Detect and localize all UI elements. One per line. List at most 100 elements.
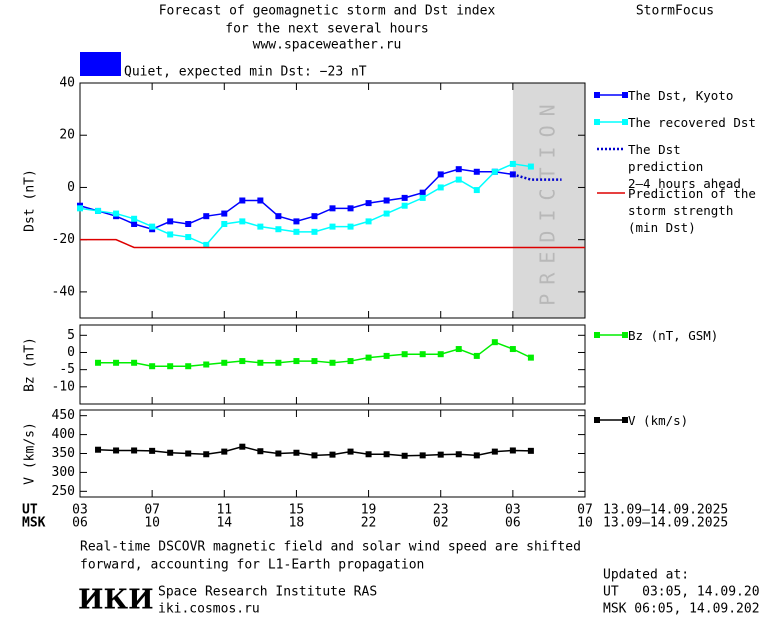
legend-marker (622, 332, 628, 338)
data-point (365, 218, 372, 225)
data-point (491, 339, 498, 346)
url: iki.cosmos.ru (158, 602, 260, 617)
x-tick-label: 07 (577, 503, 593, 518)
data-point (239, 197, 246, 204)
msk-label: MSK (22, 516, 46, 531)
data-point (419, 351, 426, 358)
data-point (95, 207, 102, 214)
data-point (329, 359, 336, 366)
updated: UT 03:05, 14.09.2025 (603, 585, 760, 600)
data-point (275, 226, 282, 233)
x-tick-label: 10 (577, 516, 593, 531)
data-point (293, 449, 300, 456)
plot-frame (79, 82, 586, 319)
data-point (167, 363, 174, 370)
data-point (437, 171, 444, 178)
legend-marker (594, 417, 600, 423)
data-point (311, 228, 318, 235)
data-point (275, 359, 282, 366)
legend-entry: Prediction of the storm strength (min Ds… (628, 186, 756, 235)
data-point (95, 359, 102, 366)
x-tick-label: 02 (433, 516, 449, 531)
data-point (365, 200, 372, 207)
legend-marker (622, 119, 628, 125)
data-point (203, 241, 210, 248)
y-tick-label: 20 (59, 128, 75, 143)
legend-marker (594, 119, 600, 125)
data-point (365, 451, 372, 458)
data-point (293, 228, 300, 235)
data-point (383, 451, 390, 458)
data-point (311, 213, 318, 220)
data-point (455, 451, 462, 458)
data-point (167, 231, 174, 238)
logo: ИКИ (78, 585, 154, 616)
data-point (149, 447, 156, 454)
data-point (113, 359, 120, 366)
data-point (203, 361, 210, 368)
data-point (401, 452, 408, 459)
data-point (185, 363, 192, 370)
data-point (239, 358, 246, 365)
x-tick-label: 06 (505, 516, 521, 531)
data-point (257, 223, 264, 230)
x-tick-label: 07 (144, 503, 160, 518)
prediction-band (512, 83, 585, 318)
y-tick-label: 350 (52, 446, 75, 461)
data-point (203, 213, 210, 220)
data-point (527, 163, 534, 170)
data-point (221, 448, 228, 455)
data-point (185, 450, 192, 457)
data-point (293, 218, 300, 225)
x-tick-label: 22 (361, 516, 377, 531)
data-point (455, 176, 462, 183)
data-point (149, 223, 156, 230)
prediction-label: PREDICTION (535, 95, 559, 305)
updated: Updated at: (603, 568, 689, 583)
data-point (131, 221, 138, 227)
data-point (95, 446, 102, 453)
data-point (113, 210, 120, 217)
y-tick-label: 5 (67, 328, 75, 343)
data-point (455, 166, 462, 173)
data-point (419, 452, 426, 459)
y-axis-label: Bz (nT) (23, 337, 38, 392)
data-point (257, 448, 264, 455)
series-line (80, 238, 585, 249)
legend-marker (594, 332, 600, 338)
x-tick-label: 23 (433, 503, 449, 518)
data-point (131, 359, 138, 366)
plot-frame (79, 324, 586, 405)
note: Real-time DSCOVR magnetic field and sola… (80, 540, 581, 555)
data-point (239, 218, 246, 225)
data-point (419, 194, 426, 201)
data-point (509, 160, 516, 167)
data-point (221, 359, 228, 366)
data-point (365, 354, 372, 361)
title: www.spaceweather.ru (253, 38, 402, 53)
data-point (437, 451, 444, 458)
y-tick-label: 300 (52, 465, 75, 480)
y-tick-label: -40 (52, 284, 75, 299)
data-point (509, 346, 516, 353)
data-point (275, 213, 282, 220)
data-point (419, 189, 426, 196)
ut-label: UT (22, 503, 38, 518)
data-point (491, 168, 498, 175)
y-tick-label: 400 (52, 427, 75, 442)
y-tick-label: 250 (52, 484, 75, 499)
x-tick-label: 15 (289, 503, 305, 518)
data-point (131, 447, 138, 454)
legend-entry: V (km/s) (628, 413, 689, 428)
title: for the next several hours (225, 22, 429, 37)
msk-date: 13.09–14.09.2025 (603, 516, 728, 531)
data-point (185, 221, 192, 227)
legend-entry: The Dst prediction 2–4 hours ahead (628, 142, 741, 191)
data-point (455, 346, 462, 353)
y-tick-label: 450 (52, 408, 75, 423)
data-point (257, 197, 264, 204)
data-point (437, 184, 444, 191)
data-point (437, 351, 444, 358)
brand: StormFocus (636, 4, 714, 19)
